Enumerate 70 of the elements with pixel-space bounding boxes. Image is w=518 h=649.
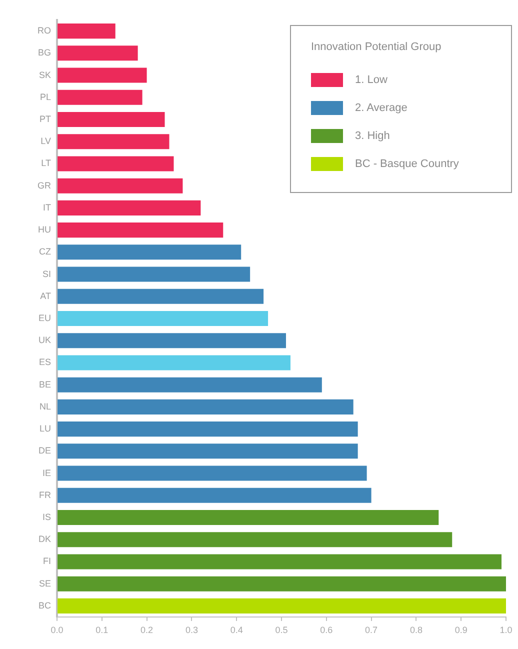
y-tick-label: IT bbox=[43, 202, 52, 212]
bar bbox=[58, 532, 452, 548]
y-tick-label: IE bbox=[42, 468, 51, 478]
y-tick-label: FR bbox=[39, 490, 52, 500]
bar bbox=[58, 244, 242, 260]
y-tick-label: AT bbox=[40, 290, 52, 301]
bar bbox=[58, 554, 502, 570]
bar bbox=[58, 68, 147, 83]
x-tick-label: 0.3 bbox=[185, 624, 198, 635]
x-tick-label: 0.8 bbox=[410, 624, 422, 635]
y-tick-label: BE bbox=[38, 379, 51, 390]
x-tick-label: 0.6 bbox=[320, 624, 333, 635]
y-tick-label: SK bbox=[38, 70, 51, 80]
bar bbox=[58, 598, 506, 614]
y-tick-label: BC bbox=[38, 600, 52, 610]
x-tick-label: 1.0 bbox=[500, 624, 512, 635]
bar bbox=[58, 156, 174, 172]
x-tick-label: 0.7 bbox=[365, 624, 378, 635]
bar bbox=[58, 333, 286, 348]
x-tick-label: 0.9 bbox=[454, 624, 468, 635]
y-tick-label: ES bbox=[38, 357, 51, 368]
legend-label: 2. Average bbox=[355, 102, 408, 114]
bar bbox=[58, 510, 439, 526]
y-tick-label: UK bbox=[38, 335, 51, 346]
bar bbox=[58, 466, 367, 481]
bar bbox=[58, 222, 224, 238]
bar bbox=[58, 200, 201, 216]
y-tick-label: CZ bbox=[39, 246, 52, 257]
y-tick-label: NL bbox=[39, 401, 51, 412]
y-tick-label: EU bbox=[38, 312, 51, 323]
y-tick-label: IS bbox=[42, 512, 51, 522]
bar bbox=[58, 355, 290, 370]
y-tick-label: LT bbox=[41, 158, 52, 168]
bar bbox=[58, 422, 358, 437]
legend-label: 3. High bbox=[355, 130, 390, 142]
y-tick-label: PL bbox=[40, 92, 51, 102]
y-tick-label: LV bbox=[40, 136, 51, 146]
bar bbox=[58, 112, 165, 128]
bar bbox=[58, 377, 322, 392]
bar bbox=[58, 444, 358, 459]
y-tick-label: HU bbox=[38, 224, 51, 235]
legend-label: 1. Low bbox=[355, 74, 388, 86]
y-tick-label: SE bbox=[38, 578, 51, 588]
bar bbox=[58, 288, 264, 304]
y-tick-label: RO bbox=[38, 26, 51, 36]
bar bbox=[58, 488, 372, 503]
bar bbox=[58, 399, 354, 414]
y-tick-label: GR bbox=[38, 180, 52, 190]
bar bbox=[58, 310, 268, 326]
legend-label: BC - Basque Country bbox=[355, 158, 459, 170]
x-tick-label: 0.5 bbox=[275, 624, 288, 635]
legend-title: Innovation Potential Group bbox=[311, 40, 442, 54]
y-tick-label: LU bbox=[39, 424, 51, 434]
y-tick-label: DE bbox=[38, 446, 51, 456]
bar bbox=[58, 24, 116, 39]
y-tick-label: PT bbox=[39, 114, 52, 124]
bar bbox=[58, 178, 183, 194]
bar bbox=[58, 576, 506, 592]
y-tick-label: FI bbox=[43, 556, 51, 566]
x-tick-label: 0.2 bbox=[140, 624, 154, 635]
bar bbox=[58, 46, 138, 61]
y-tick-label: BG bbox=[38, 48, 51, 58]
x-tick-label: 0.4 bbox=[230, 624, 243, 635]
x-tick-label: 0.0 bbox=[50, 624, 64, 635]
x-tick-label: 0.1 bbox=[96, 624, 108, 635]
y-tick-label: DK bbox=[38, 534, 51, 544]
bar bbox=[58, 90, 142, 105]
bar bbox=[58, 266, 250, 282]
y-tick-label: SI bbox=[42, 268, 51, 279]
bar bbox=[58, 134, 170, 150]
